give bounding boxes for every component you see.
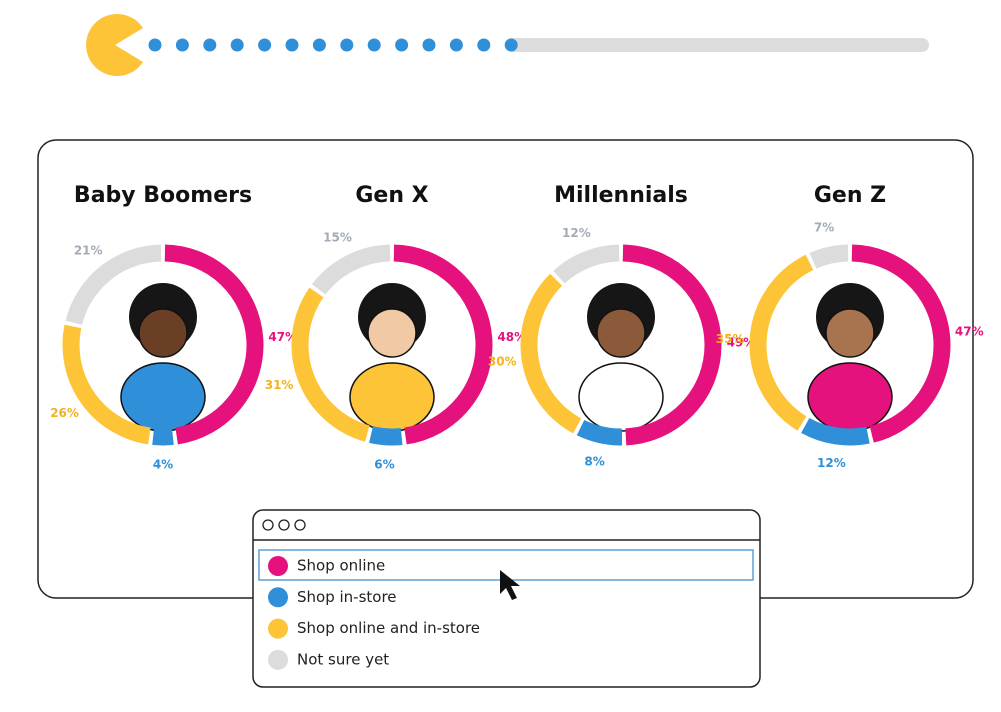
donut-title: Gen X: [355, 183, 428, 208]
legend-label: Shop in-store: [297, 588, 397, 606]
donut-segment: [152, 428, 174, 446]
value-label: 15%: [323, 231, 352, 245]
donut-segment: [801, 417, 870, 446]
legend-label: Shop online and in-store: [297, 619, 480, 637]
progress-dot: [285, 38, 299, 52]
figure-head: [367, 308, 417, 358]
progress-dot: [422, 38, 436, 52]
legend-swatch: [268, 587, 288, 608]
progress-dot: [148, 38, 162, 52]
donut-segment: [164, 244, 264, 445]
progress-dot: [477, 38, 491, 52]
value-label: 48%: [497, 330, 526, 344]
donut-segment: [291, 287, 370, 442]
value-label: 30%: [488, 355, 517, 369]
value-label: 7%: [814, 220, 834, 234]
progress-dot: [367, 38, 381, 52]
value-label: 6%: [374, 457, 394, 471]
value-label: 4%: [153, 458, 173, 472]
donut-segment: [520, 273, 582, 434]
figure-body: [120, 362, 206, 432]
donuts: Baby Boomers 47% 4% 26% 21% Gen X 48% 6% 31% 15% M…: [50, 183, 983, 472]
donut-title: Gen Z: [814, 183, 886, 208]
figure-head: [825, 308, 875, 358]
value-label: 26%: [50, 406, 79, 420]
value-label: 21%: [74, 244, 103, 258]
legend-label: Shop online: [297, 557, 385, 575]
progress-dot: [340, 38, 354, 52]
donut-segment: [393, 244, 493, 445]
value-label: 12%: [562, 226, 591, 240]
progress-dot: [312, 38, 326, 52]
legend-label: Not sure yet: [297, 650, 389, 668]
progress-dot: [258, 38, 272, 52]
donut-segment: [62, 324, 151, 445]
value-label: 47%: [955, 324, 984, 338]
donut-segment: [749, 254, 814, 431]
progress-dot: [203, 38, 217, 52]
donut-segment: [809, 244, 849, 269]
donut-segment: [851, 244, 951, 443]
figure-head: [138, 308, 188, 358]
donut-segment: [65, 244, 162, 325]
donut-title: Baby Boomers: [74, 183, 252, 208]
donut-segment: [369, 426, 403, 446]
figure-body: [807, 362, 893, 432]
progress-bar: [86, 14, 929, 77]
figure-body: [578, 362, 664, 432]
progress-dot: [504, 38, 518, 52]
figure-body: [349, 362, 435, 432]
donut-segment: [553, 244, 620, 284]
value-label: 12%: [817, 456, 846, 470]
value-label: 47%: [268, 330, 297, 344]
value-label: 8%: [584, 455, 604, 469]
legend-swatch: [268, 649, 288, 670]
progress-dot: [449, 38, 463, 52]
cursor: [500, 570, 520, 600]
progress-dot: [175, 38, 189, 52]
donut-title: Millennials: [554, 183, 688, 208]
legend-swatch: [268, 618, 288, 639]
figure-head: [596, 308, 646, 358]
donut-segment: [311, 244, 391, 295]
donut-segment: [622, 244, 722, 446]
value-label: 35%: [716, 332, 745, 346]
donut-segment: [576, 419, 623, 446]
progress-dot: [230, 38, 244, 52]
value-label: 49%: [727, 336, 756, 350]
legend-swatch: [268, 556, 288, 576]
legend-window: Shop online Shop in-store Shop online and …: [252, 509, 761, 688]
value-label: 31%: [265, 378, 294, 392]
progress-dot: [395, 38, 409, 52]
